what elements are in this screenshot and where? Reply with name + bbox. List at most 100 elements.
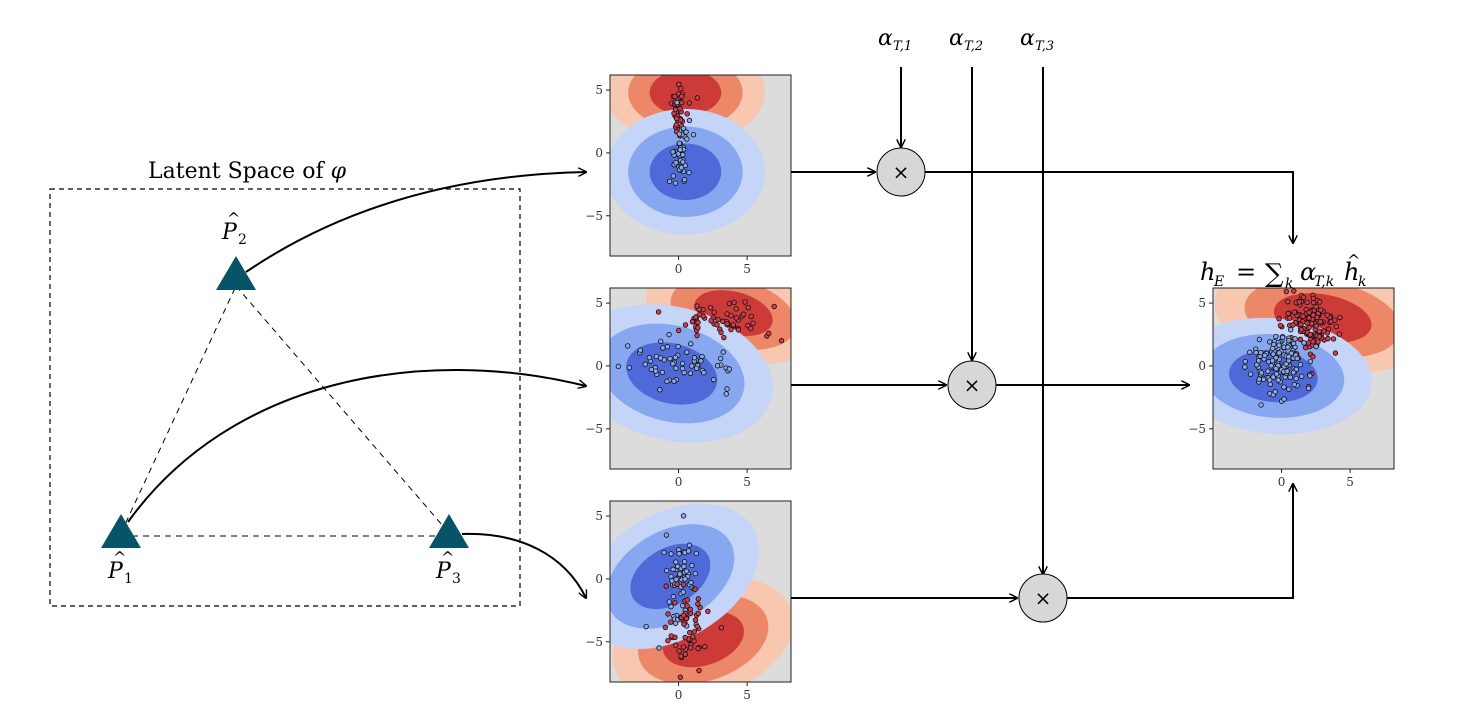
data-point	[673, 122, 680, 128]
data-point	[778, 338, 785, 344]
data-point	[1256, 358, 1262, 364]
data-point	[690, 634, 696, 640]
y-tick-label: 5	[595, 509, 603, 523]
data-point	[687, 629, 693, 636]
data-point	[740, 311, 747, 317]
data-point	[1269, 358, 1276, 364]
data-point	[675, 343, 681, 350]
data-point	[676, 551, 682, 557]
data-point	[626, 364, 633, 371]
y-tick-label: 0	[595, 572, 603, 586]
svg-text:P: P	[107, 559, 124, 584]
arrow-p2-to-plot1	[245, 172, 586, 273]
data-point	[678, 164, 685, 171]
data-point	[676, 131, 683, 137]
data-point	[689, 319, 696, 325]
svg-text:T,2: T,2	[964, 39, 983, 54]
data-point	[1292, 336, 1298, 342]
data-point	[724, 386, 730, 392]
data-point	[680, 152, 686, 158]
data-point	[1306, 309, 1312, 316]
svg-text:×: ×	[1035, 586, 1052, 610]
hypothesis-plot-3: 0 5 5 0 −5	[585, 500, 792, 702]
x-tick-label: 0	[675, 262, 683, 276]
data-point	[691, 355, 698, 361]
data-point	[1283, 361, 1289, 367]
data-point	[676, 81, 682, 88]
data-point	[1283, 288, 1289, 295]
data-point	[694, 623, 700, 630]
svg-text:T,1: T,1	[893, 39, 912, 54]
data-point	[1273, 371, 1280, 377]
data-point	[689, 363, 695, 369]
svg-text:k: k	[1358, 274, 1366, 290]
data-point	[1315, 339, 1321, 345]
data-point	[717, 355, 724, 362]
data-point	[1314, 314, 1320, 321]
edge-p1-p2	[120, 285, 237, 534]
data-point	[685, 548, 692, 554]
y-tick-label: −5	[585, 422, 603, 436]
x-tick-label: 5	[1346, 475, 1354, 489]
data-point	[1294, 355, 1300, 362]
data-point	[676, 140, 683, 147]
svg-text:E: E	[1213, 274, 1224, 290]
svg-text:T,k: T,k	[1314, 274, 1334, 290]
data-point	[681, 563, 687, 570]
data-point	[673, 576, 679, 583]
x-tick-label: 5	[743, 262, 751, 276]
vertex-p2-marker	[216, 256, 256, 290]
data-point	[680, 582, 687, 588]
svg-text:k: k	[1285, 276, 1293, 292]
data-point	[748, 325, 754, 332]
svg-text:^: ^	[227, 209, 240, 228]
latent-space-box	[49, 188, 521, 607]
data-point	[682, 576, 688, 582]
svg-text:P: P	[435, 559, 452, 584]
data-point	[733, 306, 739, 312]
data-point	[660, 345, 666, 351]
data-point	[684, 349, 690, 355]
data-point	[766, 330, 772, 337]
svg-text:×: ×	[893, 160, 910, 184]
mult3-to-ensemble	[1067, 484, 1293, 599]
data-point	[686, 169, 692, 176]
svg-text:×: ×	[964, 373, 981, 397]
data-point	[1332, 317, 1338, 323]
data-point	[687, 370, 694, 377]
data-point	[721, 334, 727, 341]
data-point	[1293, 375, 1299, 382]
data-point	[672, 620, 679, 626]
data-point	[1269, 345, 1276, 352]
data-point	[1317, 319, 1324, 325]
x-tick-label: 5	[743, 475, 751, 489]
data-point	[1270, 374, 1276, 380]
data-point	[666, 178, 673, 185]
data-point	[686, 542, 693, 548]
data-point	[735, 327, 742, 333]
data-point	[1273, 333, 1279, 340]
data-point	[1307, 358, 1314, 365]
data-point	[711, 309, 717, 315]
data-point	[684, 597, 691, 603]
data-point	[694, 332, 700, 339]
data-point	[1337, 314, 1343, 321]
data-point	[678, 85, 684, 92]
data-point	[728, 312, 734, 319]
data-point	[682, 634, 688, 641]
data-point	[666, 599, 672, 605]
y-tick-label: 5	[595, 296, 603, 310]
data-point	[748, 313, 754, 320]
data-point	[662, 624, 669, 631]
data-point	[1307, 331, 1314, 338]
data-point	[695, 325, 701, 331]
y-tick-label: 5	[595, 83, 603, 97]
vertex-p1-marker	[101, 514, 141, 548]
data-point	[665, 638, 671, 644]
data-point	[1277, 322, 1284, 329]
data-point	[668, 573, 674, 580]
data-point	[1297, 336, 1304, 343]
data-point	[682, 322, 689, 328]
svg-text:∑: ∑	[1265, 259, 1284, 289]
svg-text:1: 1	[124, 571, 133, 587]
